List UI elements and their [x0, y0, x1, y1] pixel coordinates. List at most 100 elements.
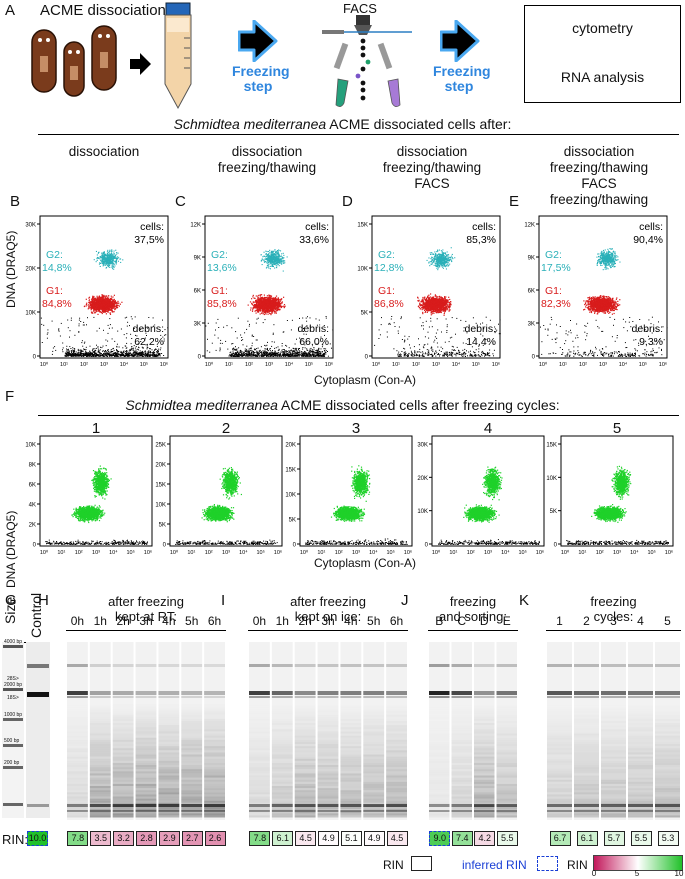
lane-label: 0h — [71, 614, 84, 628]
panel-letter-a: A — [5, 2, 15, 19]
x-tick-label: 10⁰ — [40, 549, 49, 556]
header-rule — [38, 134, 679, 135]
x-tick-label: 10⁵ — [472, 361, 480, 368]
y-tick-label: 9K — [528, 256, 535, 262]
y-tick-label: 0 — [425, 543, 429, 549]
x-tick-label: 10⁰ — [170, 549, 179, 556]
x-tick-label: 10² — [205, 550, 213, 556]
value-debris: 66,0% — [299, 336, 329, 348]
gel-lane — [271, 642, 293, 820]
y-tick-label: 9K — [194, 256, 201, 262]
label-debris: debris: — [297, 323, 329, 335]
x-tick-label: 10² — [80, 362, 88, 368]
lane-label: 1h — [94, 614, 107, 628]
cycle-number: 4 — [484, 420, 492, 437]
panel-letter-k: K — [519, 592, 529, 609]
lane-label: 5h — [185, 614, 198, 628]
value-cells: 37,5% — [134, 234, 164, 246]
label-cells: cells: — [639, 221, 663, 233]
x-tick-label: 10⁵ — [126, 549, 134, 556]
worm-1 — [31, 29, 57, 93]
x-tick-label: 10² — [75, 550, 83, 556]
y-tick-label: 20K — [25, 267, 36, 273]
x-tick-label: 10⁴ — [239, 549, 248, 556]
legend-scale-min: 0 — [592, 869, 596, 878]
rin-value: 4.9 — [363, 831, 385, 846]
x-tick-label: 10⁴ — [109, 549, 118, 556]
x-tick-label: 10² — [596, 550, 604, 556]
y-tick-label: 10K — [155, 503, 166, 509]
value-cells: 90,4% — [633, 234, 663, 246]
gel-lane — [601, 642, 626, 820]
scatter-points — [40, 249, 169, 357]
y-tick-label: 20K — [155, 463, 166, 469]
legend-scale-mid: 5 — [635, 869, 639, 878]
flow-ylabel-2: DNA (DRAQ5) — [4, 471, 18, 588]
x-tick-label: 10¹ — [559, 362, 567, 368]
x-tick-label: 10³ — [432, 362, 440, 368]
rin-row-label: RIN: — [2, 832, 28, 847]
gel-lane — [386, 642, 407, 820]
lane-label: 4 — [637, 614, 644, 628]
x-tick-label: 10⁶ — [492, 361, 500, 368]
gel-image — [547, 642, 680, 820]
rin-value: 2.8 — [136, 831, 157, 846]
gel-title: after freezing kept at RT: — [108, 594, 184, 624]
label-g1: G1: — [211, 285, 228, 297]
panel-letter-f: F — [5, 388, 14, 405]
y-tick-label: 10K — [546, 476, 557, 482]
x-tick-label: 10³ — [265, 362, 273, 368]
condition-label-1: dissociation — [69, 144, 140, 160]
scatter-points — [438, 466, 540, 545]
ladder-size-label: 200 bp — [4, 760, 19, 766]
control-peak-label: 28S> — [7, 676, 19, 682]
rin-value: 3.5 — [90, 831, 112, 846]
condition-label-3: dissociation freezing/thawing FACS — [383, 144, 481, 192]
x-tick-label: 10³ — [222, 550, 230, 556]
lane-label: C — [457, 614, 466, 628]
x-tick-label: 10⁴ — [630, 549, 639, 556]
x-tick-label: 10⁶ — [659, 361, 667, 368]
x-tick-label: 10⁶ — [325, 361, 333, 368]
section-header-cycles: Schmidtea mediterranea ACME dissociated … — [0, 397, 685, 413]
x-tick-label: 10¹ — [187, 550, 195, 556]
gel-lane — [496, 642, 517, 820]
panel-letter-g: G — [5, 592, 17, 609]
rin-value: 4.5 — [386, 831, 408, 846]
label-g2: G2: — [378, 249, 395, 261]
planarian-worms-illustration — [31, 25, 117, 97]
gel-lane — [204, 642, 225, 820]
lane-label: 3h — [139, 614, 152, 628]
x-tick-label: 10² — [579, 362, 587, 368]
x-tick-label: 10⁰ — [205, 361, 214, 368]
x-tick-label: 10⁴ — [285, 361, 294, 368]
lane-label: 4h — [344, 614, 357, 628]
lane-label: 6h — [208, 614, 221, 628]
y-tick-label: 5K — [361, 311, 368, 317]
rin-value: 4.5 — [295, 831, 317, 846]
x-tick-label: 10² — [335, 550, 343, 556]
x-tick-label: 10⁵ — [639, 361, 647, 368]
x-tick-label: 10⁴ — [120, 361, 129, 368]
rin-value: 4.9 — [318, 831, 339, 846]
y-tick-label: 12K — [524, 223, 535, 229]
lane-label: 5h — [367, 614, 380, 628]
species-name: Schmidtea mediterranea — [174, 116, 327, 132]
rin-value: 7.4 — [451, 831, 473, 846]
x-tick-label: 10⁵ — [518, 549, 526, 556]
gel-lane — [628, 642, 653, 820]
section-header-text: ACME dissociated cells after: — [326, 116, 511, 132]
y-tick-label: 30K — [417, 443, 428, 449]
value-cells: 33,6% — [299, 234, 329, 246]
x-tick-label: 10¹ — [317, 550, 325, 556]
rin-value: 5.1 — [340, 831, 362, 846]
cycle-number: 3 — [352, 420, 360, 437]
label-cells: cells: — [140, 221, 164, 233]
y-tick-label: 30K — [25, 223, 36, 229]
y-tick-label: 0 — [33, 543, 37, 549]
x-tick-label: 10² — [412, 362, 420, 368]
gel-image — [429, 642, 517, 820]
x-tick-label: 10⁵ — [647, 549, 655, 556]
